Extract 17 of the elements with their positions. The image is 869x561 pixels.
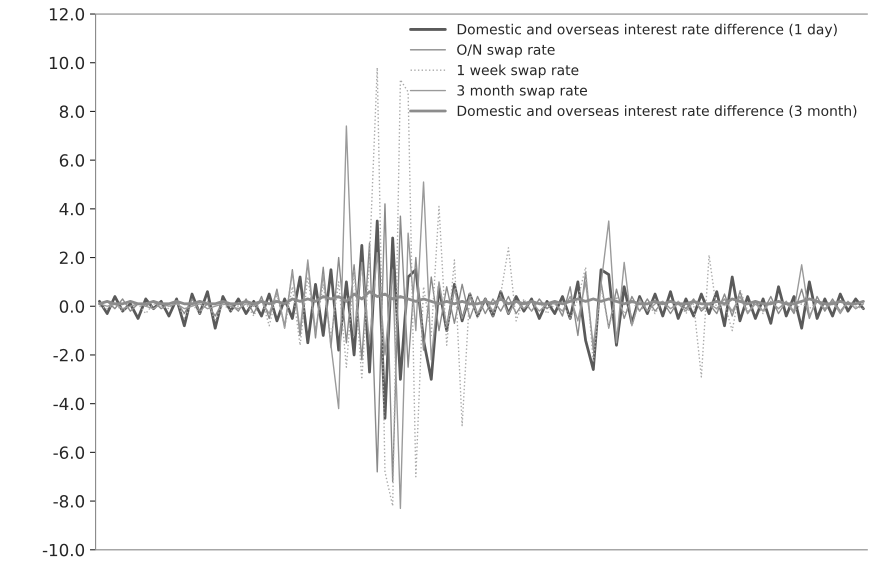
y-tick-label: -4.0 <box>53 398 84 410</box>
legend-label: 1 week swap rate <box>458 64 578 78</box>
y-tick-label: 12.0 <box>50 8 84 21</box>
y-tick-label: 6.0 <box>60 154 84 167</box>
y-tick-label: -10.0 <box>42 544 84 556</box>
y-tick-label: 8.0 <box>60 105 84 118</box>
legend-label: O/N swap rate <box>457 44 555 58</box>
y-tick-label: 2.0 <box>60 252 84 264</box>
legend-label: 3 month swap rate <box>457 84 587 98</box>
legend-label: Domestic and overseas interest rate difference (3 month) <box>458 105 856 118</box>
y-tick-label: 0.0 <box>60 300 84 313</box>
y-tick-label: -6.0 <box>53 446 84 459</box>
legend-label: Domestic and overseas interest rate difference (1 day) <box>458 24 837 38</box>
y-tick-label: 10.0 <box>50 56 84 70</box>
y-tick-label: -8.0 <box>53 495 84 508</box>
y-tick-label: -2.0 <box>53 348 84 362</box>
y-tick-label: 4.0 <box>59 202 84 216</box>
